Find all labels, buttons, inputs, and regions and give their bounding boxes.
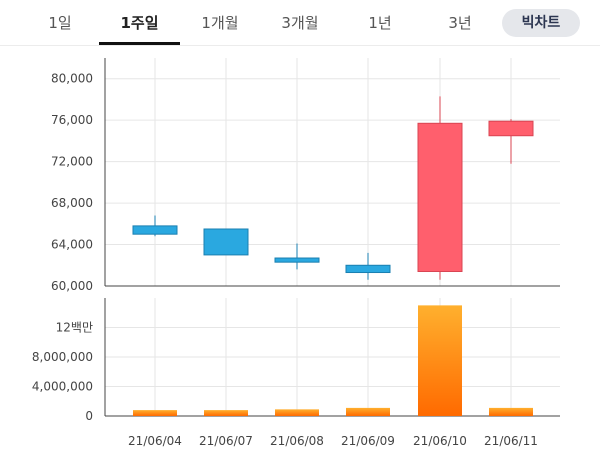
tab-1-year[interactable]: 1년 bbox=[368, 14, 392, 32]
active-tab-underline bbox=[99, 42, 180, 45]
x-tick-label: 21/06/08 bbox=[270, 434, 324, 448]
candle-body bbox=[203, 228, 249, 256]
tab-3-year[interactable]: 3년 bbox=[448, 14, 472, 32]
big-chart-button[interactable]: 빅차트 bbox=[502, 9, 580, 37]
tab-3-month[interactable]: 3개월 bbox=[281, 14, 319, 32]
volume-bar bbox=[133, 410, 177, 416]
price-tick-label: 80,000 bbox=[51, 72, 93, 86]
x-tick-label: 21/06/11 bbox=[484, 434, 538, 448]
price-tick-label: 76,000 bbox=[51, 113, 93, 127]
price-panel: 80,000 76,000 72,000 68,000 64,000 60,000 bbox=[51, 58, 560, 293]
candle-body bbox=[274, 257, 320, 263]
volume-bar bbox=[275, 409, 319, 416]
x-tick-label: 21/06/10 bbox=[413, 434, 467, 448]
volume-bar bbox=[418, 305, 462, 416]
volume-bar bbox=[489, 407, 533, 416]
x-tick-label: 21/06/04 bbox=[128, 434, 182, 448]
tab-1-day[interactable]: 1일 bbox=[48, 14, 72, 32]
volume-tick-label: 8,000,000 bbox=[32, 350, 93, 364]
price-tick-label: 68,000 bbox=[51, 196, 93, 210]
volume-panel: 12백만 8,000,000 4,000,000 0 bbox=[32, 298, 560, 423]
candle-body bbox=[345, 264, 391, 274]
volume-tick-label: 0 bbox=[85, 409, 93, 423]
price-tick-label: 72,000 bbox=[51, 155, 93, 169]
candle-body bbox=[488, 120, 534, 137]
candle-body bbox=[132, 225, 178, 235]
volume-bar bbox=[204, 410, 248, 416]
x-tick-label: 21/06/07 bbox=[199, 434, 253, 448]
volume-tick-label: 12백만 bbox=[56, 321, 93, 335]
price-tick-label: 60,000 bbox=[51, 279, 93, 293]
period-tab-bar: 1일 1주일 1개월 3개월 1년 3년 빅차트 bbox=[0, 0, 600, 46]
candle-body bbox=[417, 122, 463, 272]
price-tick-label: 64,000 bbox=[51, 238, 93, 252]
x-tick-label: 21/06/09 bbox=[341, 434, 395, 448]
tab-1-week[interactable]: 1주일 bbox=[120, 14, 159, 32]
volume-tick-label: 4,000,000 bbox=[32, 380, 93, 394]
tab-1-month[interactable]: 1개월 bbox=[201, 14, 239, 32]
x-axis-labels: 21/06/04 21/06/07 21/06/08 21/06/09 21/06/10… bbox=[128, 434, 538, 448]
volume-bar bbox=[346, 407, 390, 416]
